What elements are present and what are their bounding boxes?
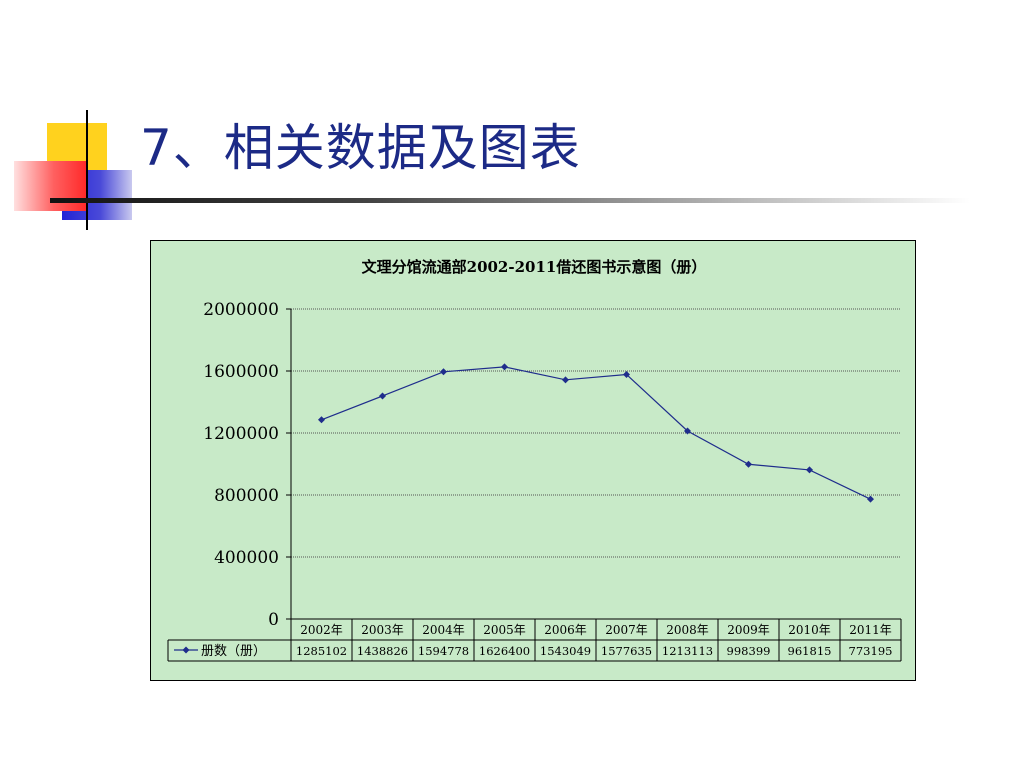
decor-horizontal-rule [50,198,970,203]
y-tick-label: 400000 [214,548,279,568]
data-value-label: 1213113 [662,644,713,658]
grid-layer [291,308,901,558]
data-table: 2002年 1285102 2003年 1438826 2004年 1594778 2005… [167,618,902,662]
series-line [321,366,871,500]
series-layer [318,363,874,503]
data-point [745,460,752,468]
x-category-label: 2003年 [361,623,404,637]
decor-vertical-line [86,110,88,230]
data-value-label: 961815 [788,644,832,658]
x-category-label: 2007年 [605,623,648,637]
data-point [623,370,630,378]
chart-panel: 文理分馆流通部2002-2011借还图书示意图（册） 0 400000 800000… [150,240,916,681]
x-category-label: 2008年 [666,623,709,637]
line-chart: 文理分馆流通部2002-2011借还图书示意图（册） 0 400000 800000… [167,258,902,662]
x-category-label: 2002年 [300,623,343,637]
data-value-label: 1438826 [357,644,408,658]
data-point [379,392,386,400]
data-value-label: 998399 [727,644,771,658]
data-point [684,427,691,435]
legend-label: 册数（册） [201,644,266,659]
data-point [501,363,508,371]
slide-title: 7、相关数据及图表 [140,119,581,177]
data-value-label: 1626400 [479,644,530,658]
legend-marker [182,646,190,654]
y-tick-label: 2000000 [203,300,279,320]
data-point [867,495,874,503]
data-value-label: 773195 [849,644,893,658]
data-value-label: 1285102 [296,644,347,658]
data-point [318,416,325,424]
y-tick-label: 0 [268,610,279,630]
data-point [562,376,569,384]
y-tick-label: 1600000 [203,362,279,382]
x-category-label: 2009年 [727,623,770,637]
x-category-label: 2010年 [788,623,831,637]
data-value-label: 1543049 [540,644,591,658]
y-tick-label: 1200000 [203,424,279,444]
chart-title: 文理分馆流通部2002-2011借还图书示意图（册） [362,258,707,276]
x-category-label: 2006年 [544,623,587,637]
y-tick-label: 800000 [214,486,279,506]
x-category-label: 2005年 [483,623,526,637]
data-value-label: 1594778 [418,644,469,658]
x-category-label: 2011年 [849,623,892,637]
decor-red-square [14,161,86,211]
axis-layer: 0 400000 800000 1200000 1600000 2000000 [203,300,292,630]
x-category-label: 2004年 [422,623,465,637]
data-point [440,368,447,376]
data-point [806,466,813,474]
data-value-label: 1577635 [601,644,652,658]
